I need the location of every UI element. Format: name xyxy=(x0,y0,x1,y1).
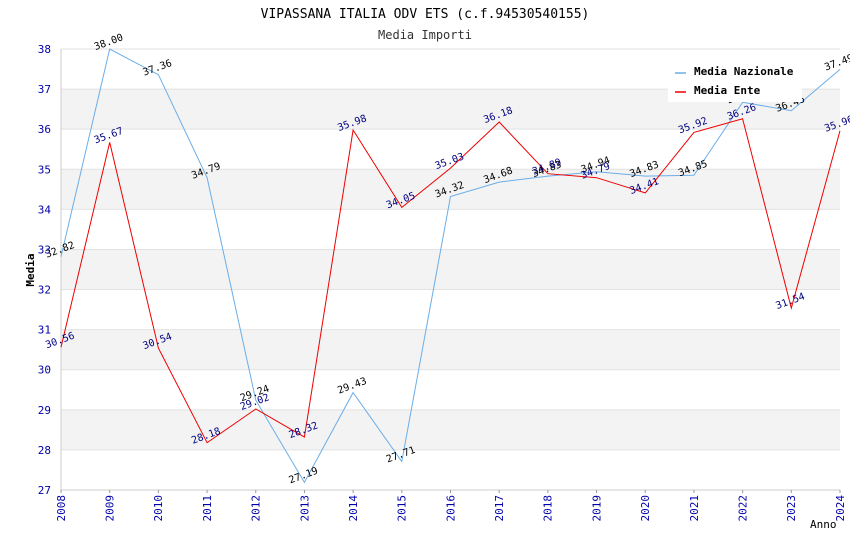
grid-band xyxy=(61,369,840,410)
grid-band xyxy=(61,249,840,290)
series-lines xyxy=(60,48,841,484)
series-line-media-nazionale xyxy=(60,48,841,484)
x-tick-label: 2013 xyxy=(298,495,311,522)
x-tick-label: 2024 xyxy=(834,495,847,522)
y-tick-label: 31 xyxy=(38,324,51,337)
grid-band xyxy=(61,329,840,370)
x-tick-label: 2010 xyxy=(152,495,165,522)
y-axis-label: Media xyxy=(24,253,37,286)
y-tick-label: 36 xyxy=(38,123,51,136)
legend-background xyxy=(668,60,802,102)
chart-subtitle: Media Importi xyxy=(378,28,472,42)
y-tick-label: 33 xyxy=(38,243,51,256)
y-tick-label: 28 xyxy=(38,444,51,457)
x-axis-label: Anno xyxy=(810,518,837,531)
x-tick-label: 2019 xyxy=(590,495,603,522)
y-tick-label: 35 xyxy=(38,163,51,176)
x-tick-label: 2022 xyxy=(736,495,749,522)
y-tick-labels: 27 28 29 30 31 32 33 34 35 36 37 38 xyxy=(38,43,52,497)
y-tick-label: 29 xyxy=(38,404,51,417)
grid-band xyxy=(61,169,840,210)
grid-band xyxy=(61,209,840,250)
legend: Media Nazionale Media Ente xyxy=(668,60,802,102)
series-line-media-ente xyxy=(60,118,841,444)
y-tick-label: 30 xyxy=(38,364,51,377)
y-tick-label: 32 xyxy=(38,284,51,297)
x-tick-label: 2012 xyxy=(250,495,263,522)
x-tick-label: 2018 xyxy=(542,495,555,522)
background-bands xyxy=(61,49,840,490)
x-tick-label: 2008 xyxy=(55,495,68,522)
y-tick-label: 34 xyxy=(38,203,52,216)
grid-band xyxy=(61,449,840,490)
x-tick-label: 2014 xyxy=(347,495,360,522)
grid-band xyxy=(61,129,840,170)
x-tick-label: 2016 xyxy=(444,495,457,522)
grid-band xyxy=(61,289,840,330)
chart-title: VIPASSANA ITALIA ODV ETS (c.f.9453054015… xyxy=(261,7,590,22)
y-tick-label: 27 xyxy=(38,484,51,497)
x-tick-label: 2023 xyxy=(785,495,798,522)
y-tick-label: 37 xyxy=(38,83,51,96)
x-tick-label: 2015 xyxy=(396,495,409,522)
legend-label-media-ente: Media Ente xyxy=(694,84,761,97)
y-tick-label: 38 xyxy=(38,43,51,56)
grid-band xyxy=(61,409,840,450)
x-tick-label: 2009 xyxy=(104,495,117,522)
legend-label-media-nazionale: Media Nazionale xyxy=(694,65,794,78)
x-tick-label: 2011 xyxy=(201,495,214,522)
x-tick-label: 2017 xyxy=(493,495,506,522)
x-tick-labels: 2008 2009 2010 2011 2012 2013 2014 2015 2016 2017… xyxy=(55,490,847,522)
x-tick-label: 2021 xyxy=(688,495,701,522)
x-tick-label: 2020 xyxy=(639,495,652,522)
